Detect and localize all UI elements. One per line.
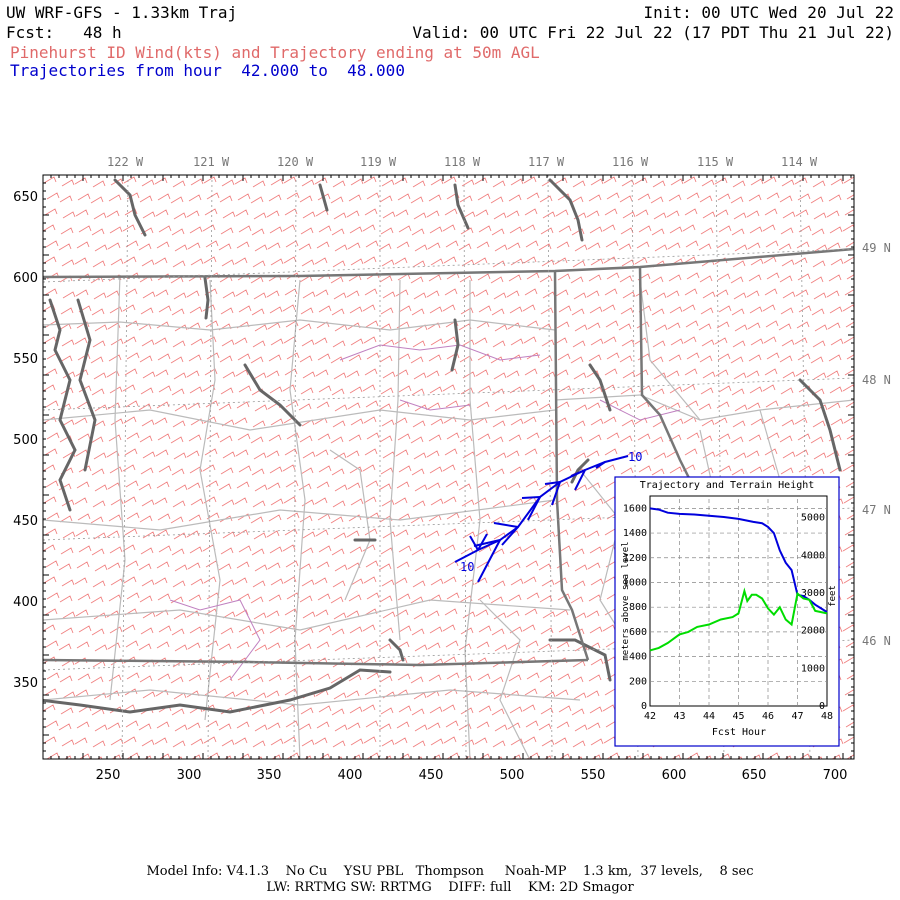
x-grid-label: 300 — [177, 768, 202, 783]
trajectory-start-label: 10 — [460, 560, 474, 574]
inset-chart: Trajectory and Terrain Height 42 43 44 45 46… — [614, 476, 840, 747]
trajectory-arrow — [469, 533, 488, 551]
y-grid-label: 350 — [13, 676, 38, 691]
inset-y-tick-feet: 1000 — [801, 663, 825, 674]
x-grid-label: 600 — [662, 768, 687, 783]
lon-label: 116 W — [612, 155, 649, 169]
inset-x-tick: 43 — [673, 711, 685, 722]
inset-title: Trajectory and Terrain Height — [640, 480, 815, 491]
x-grid-label: 350 — [257, 768, 282, 783]
y-grid-label: 500 — [13, 433, 38, 448]
inset-y-tick-feet: 2000 — [801, 626, 825, 637]
lat-label: 48 N — [862, 373, 891, 387]
lon-label: 122 W — [107, 155, 144, 169]
inset-x-tick: 47 — [791, 711, 803, 722]
inset-y-tick: 1000 — [623, 577, 647, 588]
lon-label: 117 W — [528, 155, 565, 169]
inset-y-tick: 1600 — [623, 503, 647, 514]
political-borders — [43, 247, 854, 667]
inset-frame — [614, 476, 840, 747]
inset-x-tick: 44 — [703, 711, 715, 722]
inset-x-tick: 48 — [821, 711, 833, 722]
lon-label: 121 W — [193, 155, 230, 169]
wa-id-border — [553, 270, 590, 661]
trajectory-arrow — [595, 461, 606, 469]
x-grid-label: 400 — [338, 768, 363, 783]
trajectory-subtitle: Trajectories from hour 42.000 to 48.000 — [10, 61, 405, 80]
inset-tick-labels: 42 43 44 45 46 47 4802004006008001000120014001… — [623, 503, 833, 722]
inset-ylabel-left: meters above sea level — [621, 541, 631, 660]
model-info-line-1: Model Info: V4.1.3 No Cu YSU PBL Thompso… — [146, 864, 754, 879]
inset-y-tick: 800 — [629, 602, 647, 613]
trajectory-arrow — [544, 481, 561, 506]
bottom-axis-labels: 250 300 350 400 450 500 550 600 650 700 — [96, 768, 848, 783]
coastline-rivers — [43, 178, 842, 714]
x-grid-label: 500 — [500, 768, 525, 783]
lon-label: 119 W — [360, 155, 397, 169]
lon-label: 115 W — [697, 155, 734, 169]
inset-y-tick: 400 — [629, 652, 647, 663]
frame-ticks — [42, 174, 854, 760]
basin-lines — [169, 344, 681, 681]
inset-y-tick: 200 — [629, 676, 647, 687]
y-grid-label: 450 — [13, 514, 38, 529]
inset-y-tick-feet: 4000 — [801, 550, 825, 561]
trajectory-arrow — [570, 469, 586, 491]
inset-xlabel: Fcst Hour — [712, 727, 766, 738]
left-axis-labels: 650 600 550 500 450 400 350 — [13, 190, 38, 691]
wind-subtitle: Pinehurst ID Wind(kts) and Trajectory en… — [10, 43, 540, 62]
x-grid-label: 250 — [96, 768, 121, 783]
id-mt-border — [638, 266, 702, 501]
inset-y-tick-feet: 3000 — [801, 588, 825, 599]
inset-y-tick-feet: 0 — [819, 701, 825, 712]
inset-x-tick: 42 — [644, 711, 656, 722]
inset-y-tick-feet: 5000 — [801, 513, 825, 524]
map-title: UW WRF-GFS - 1.33km Traj — [6, 3, 238, 22]
inset-ylabel-right: feet — [828, 585, 838, 607]
trajectory-end-label: 10 — [628, 450, 642, 464]
model-info-line-2: LW: RRTMG SW: RRTMG DIFF: full KM: 2D Sm… — [266, 880, 634, 895]
init-time: Init: 00 UTC Wed 20 Jul 22 — [643, 3, 894, 22]
x-grid-label: 700 — [823, 768, 848, 783]
trajectory-path — [454, 455, 629, 583]
inset-y-tick: 600 — [629, 627, 647, 638]
trajectory-arrow — [493, 522, 519, 546]
trajectory-arrow — [521, 496, 541, 521]
inset-y-tick: 1200 — [623, 553, 647, 564]
inset-y-tick: 0 — [641, 701, 647, 712]
lat-label: 47 N — [862, 503, 891, 517]
valid-time: Valid: 00 UTC Fri 22 Jul 22 (17 PDT Thu … — [412, 23, 894, 42]
lat-label: 49 N — [862, 241, 891, 255]
lat-label: 46 N — [862, 634, 891, 648]
wa-or-border — [43, 658, 589, 667]
y-grid-label: 650 — [13, 190, 38, 205]
x-grid-label: 550 — [581, 768, 606, 783]
lon-label: 118 W — [444, 155, 481, 169]
map-frame — [42, 174, 855, 760]
y-grid-label: 400 — [13, 595, 38, 610]
x-grid-label: 650 — [742, 768, 767, 783]
longitude-labels: 122 W 121 W 120 W 119 W 118 W 117 W 116 … — [107, 155, 818, 169]
trajectory-arrow — [473, 539, 501, 583]
y-grid-label: 600 — [13, 271, 38, 286]
inset-x-tick: 46 — [762, 711, 774, 722]
inset-y-tick: 1400 — [623, 528, 647, 539]
y-grid-label: 550 — [13, 352, 38, 367]
lon-label: 114 W — [781, 155, 818, 169]
lon-label: 120 W — [277, 155, 314, 169]
forecast-hour: Fcst: 48 h — [6, 23, 122, 42]
inset-x-tick: 45 — [732, 711, 744, 722]
latitude-labels: 49 N 48 N 47 N 46 N — [862, 241, 891, 648]
inset-grid — [650, 496, 827, 706]
x-grid-label: 450 — [419, 768, 444, 783]
terrain-height-series — [649, 587, 828, 652]
